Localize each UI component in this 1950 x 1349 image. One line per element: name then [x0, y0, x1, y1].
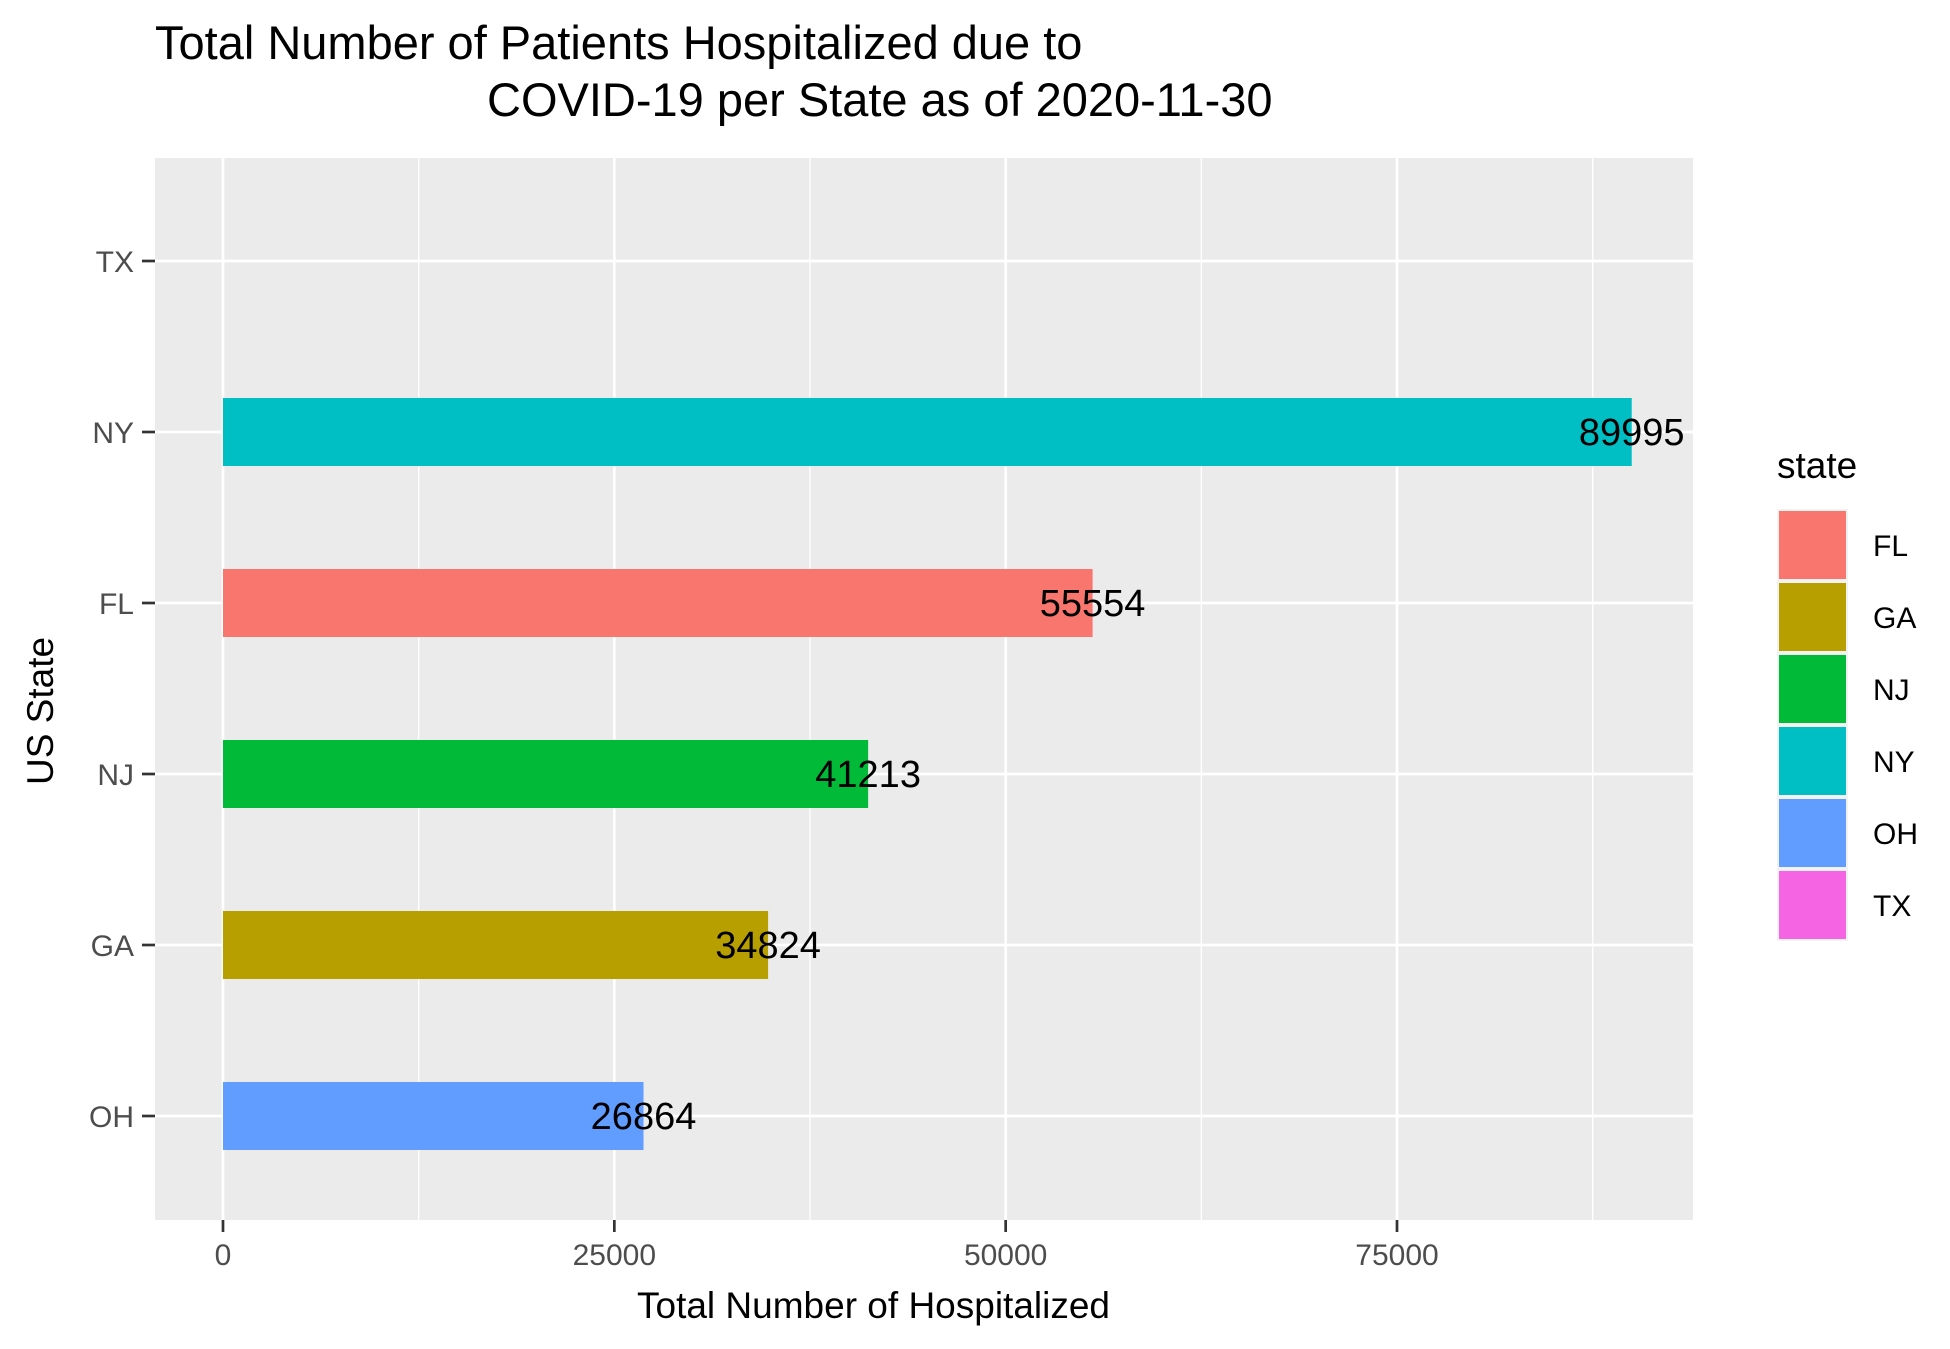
x-tick-label: 25000	[573, 1239, 656, 1272]
y-tick-label-nj: NJ	[97, 759, 134, 792]
x-axis-title: Total Number of Hospitalized	[637, 1285, 1110, 1326]
y-tick-label-fl: FL	[99, 588, 134, 621]
y-axis-title: US State	[20, 636, 61, 785]
data-label-oh: 26864	[591, 1096, 697, 1138]
bar-ga	[223, 911, 769, 979]
legend-label-oh: OH	[1873, 818, 1918, 851]
data-label-nj: 41213	[815, 754, 921, 796]
legend-swatch-nj	[1779, 655, 1846, 723]
x-tick-label: 50000	[964, 1239, 1047, 1272]
bar-oh	[223, 1082, 644, 1150]
legend-swatch-oh	[1779, 799, 1846, 867]
plot-panel	[155, 158, 1693, 1220]
legend-label-fl: FL	[1873, 530, 1908, 563]
bar-ny	[223, 398, 1632, 466]
bar-fl	[223, 569, 1093, 637]
legend-swatch-tx	[1779, 871, 1846, 939]
x-tick-label: 75000	[1355, 1239, 1438, 1272]
data-label-ga: 34824	[715, 925, 821, 967]
x-tick-label: 0	[215, 1239, 232, 1272]
chart-title-line-2: COVID-19 per State as of 2020-11-30	[487, 73, 1273, 126]
y-tick-label-ga: GA	[91, 930, 134, 963]
legend-swatch-ny	[1779, 727, 1846, 795]
y-tick-label-ny: NY	[92, 417, 134, 450]
legend-title: state	[1777, 445, 1857, 486]
data-label-ny: 89995	[1579, 412, 1685, 454]
legend-label-nj: NJ	[1873, 674, 1910, 707]
legend-label-ny: NY	[1873, 746, 1915, 779]
legend-swatch-ga	[1779, 583, 1846, 651]
y-tick-label-tx: TX	[96, 246, 134, 279]
y-tick-label-oh: OH	[89, 1101, 134, 1134]
legend-label-ga: GA	[1873, 602, 1916, 635]
chart-title-line-1: Total Number of Patients Hospitalized du…	[155, 16, 1083, 69]
legend-label-tx: TX	[1873, 890, 1911, 923]
bar-nj	[223, 740, 869, 808]
legend-swatch-fl	[1779, 511, 1846, 579]
data-label-fl: 55554	[1040, 583, 1146, 625]
